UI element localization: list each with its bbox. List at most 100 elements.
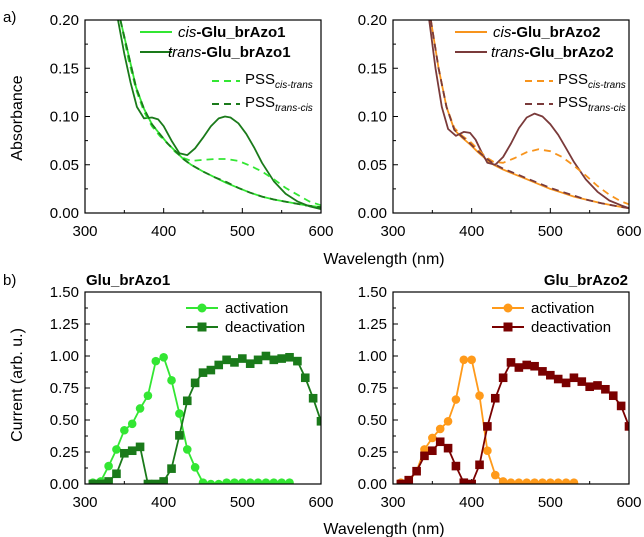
data-point-deactivation (412, 467, 421, 476)
legend-marker-activation-2 (504, 304, 513, 313)
legend-b-left: activation deactivation (186, 300, 305, 336)
data-point-activation (104, 462, 113, 471)
y-tick-label: 0.75 (358, 380, 387, 397)
x-tick-label: 400 (151, 494, 176, 511)
data-point-activation (183, 445, 192, 454)
x-tick-label: 600 (616, 494, 641, 511)
data-point-activation (562, 478, 571, 487)
data-point-activation (285, 478, 294, 487)
data-point-activation (475, 391, 484, 400)
data-point-activation (522, 478, 531, 487)
y-tick-label: 0.15 (358, 60, 387, 77)
data-point-activation (152, 357, 161, 366)
y-tick-label: 1.00 (358, 348, 387, 365)
y-tick-label: 1.50 (358, 284, 387, 301)
data-point-deactivation (404, 476, 413, 485)
data-point-deactivation (428, 446, 437, 455)
data-point-activation (444, 417, 453, 426)
data-point-deactivation (120, 449, 129, 458)
data-point-deactivation (570, 373, 579, 382)
y-tick-label: 0.50 (358, 412, 387, 429)
legend-label-deactivation-2: deactivation (531, 319, 611, 336)
y-tick-label: 0.25 (358, 444, 387, 461)
y-axis-title-a: Absorbance (9, 75, 26, 160)
x-tick-label: 600 (308, 223, 333, 240)
series-group (89, 352, 326, 489)
data-point-deactivation (515, 363, 524, 372)
data-point-deactivation (617, 402, 626, 411)
data-point-deactivation (601, 385, 610, 394)
data-point-deactivation (475, 461, 484, 470)
y-tick-label: 0.00 (358, 476, 387, 493)
legend-label-trans-glu-brazo2: trans-Glu_brAzo2 (491, 44, 614, 61)
x-tick-label: 500 (538, 223, 563, 240)
data-point-activation (507, 478, 516, 487)
legend-label-activation-2: activation (531, 300, 594, 317)
x-tick-label: 500 (538, 494, 563, 511)
data-point-deactivation (230, 358, 239, 367)
series-group (397, 356, 634, 489)
data-point-activation (167, 376, 176, 385)
data-point-deactivation (285, 353, 294, 362)
data-point-activation (530, 478, 539, 487)
data-point-deactivation (191, 379, 200, 388)
data-point-deactivation (562, 379, 571, 388)
x-tick-label: 400 (151, 223, 176, 240)
y-tick-label: 0.50 (50, 412, 79, 429)
legend-marker-activation-1 (198, 304, 207, 313)
data-point-activation (128, 420, 137, 429)
data-point-deactivation (270, 356, 279, 365)
legend-label-activation-1: activation (225, 300, 288, 317)
x-tick-label: 300 (380, 494, 405, 511)
legend-label-pss-cis-trans-2: PSScis-trans (558, 71, 626, 91)
y-tick-label: 1.25 (50, 316, 79, 333)
x-axis-title-a: Wavelength (nm) (323, 251, 444, 268)
data-point-deactivation (293, 357, 302, 366)
y-tick-label: 0.75 (50, 380, 79, 397)
y-tick-label: 0.20 (358, 12, 387, 29)
legend-label-cis-glu-brazo2: cis-Glu_brAzo2 (493, 24, 601, 41)
data-point-deactivation (222, 356, 231, 365)
data-point-deactivation (254, 356, 263, 365)
y-tick-label: 1.00 (50, 348, 79, 365)
x-tick-label: 300 (72, 223, 97, 240)
data-point-deactivation (452, 462, 461, 471)
x-tick-label: 400 (459, 223, 484, 240)
y-tick-label: 0.05 (50, 157, 79, 174)
data-point-deactivation (207, 366, 216, 375)
legend-marker-deactivation-2 (504, 323, 513, 332)
y-tick-label: 0.10 (50, 109, 79, 126)
y-tick-label: 0.05 (358, 157, 387, 174)
x-axis-title-b: Wavelength (nm) (323, 521, 444, 537)
data-point-activation (538, 478, 547, 487)
data-point-deactivation (530, 362, 539, 371)
data-point-activation (515, 478, 524, 487)
data-point-activation (238, 478, 247, 487)
y-tick-label: 0.10 (358, 109, 387, 126)
y-axis-title-b: Current (arb. u.) (9, 328, 26, 442)
data-point-deactivation (538, 367, 547, 376)
data-point-deactivation (199, 368, 208, 377)
data-point-activation (230, 478, 239, 487)
data-point-deactivation (554, 375, 563, 384)
data-point-deactivation (522, 361, 531, 370)
x-tick-label: 300 (380, 223, 405, 240)
data-point-activation (546, 478, 555, 487)
data-point-deactivation (585, 382, 594, 391)
data-point-deactivation (309, 394, 318, 403)
y-tick-label: 0.15 (50, 60, 79, 77)
data-point-deactivation (301, 373, 310, 382)
legend-label-cis-glu-brazo1: cis-Glu_brAzo1 (178, 24, 286, 41)
x-tick-label: 500 (230, 223, 255, 240)
data-point-activation (570, 478, 579, 487)
data-point-activation (246, 478, 255, 487)
data-point-activation (436, 425, 445, 434)
legend-label-pss-cis-trans-1: PSScis-trans (245, 71, 313, 91)
data-point-deactivation (246, 359, 255, 368)
x-tick-label: 600 (308, 494, 333, 511)
y-tick-label: 0.25 (50, 444, 79, 461)
data-point-deactivation (609, 391, 618, 400)
data-point-deactivation (499, 373, 508, 382)
data-point-deactivation (112, 469, 121, 478)
